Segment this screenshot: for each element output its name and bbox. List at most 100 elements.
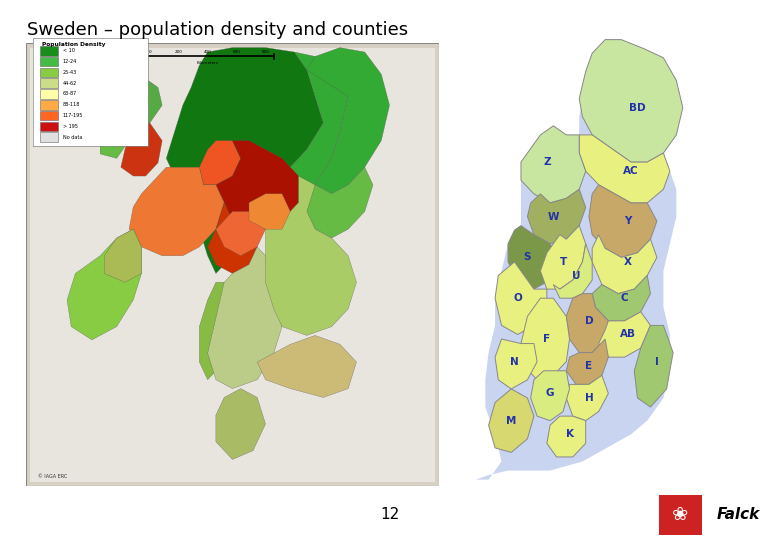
Polygon shape (257, 335, 356, 397)
Polygon shape (257, 176, 356, 335)
Text: W: W (90, 107, 97, 112)
Text: N: N (116, 75, 122, 79)
Polygon shape (495, 339, 537, 389)
Text: 12-24: 12-24 (62, 59, 77, 64)
Bar (40, 111, 58, 120)
Text: Z: Z (543, 157, 551, 167)
Polygon shape (592, 235, 657, 294)
Text: ❀: ❀ (672, 505, 689, 524)
Text: 0: 0 (148, 50, 151, 55)
Text: Sweden – population density and counties: Sweden – population density and counties (27, 21, 409, 38)
Polygon shape (216, 140, 299, 229)
Bar (40, 68, 58, 77)
Text: 117-195: 117-195 (62, 113, 83, 118)
Polygon shape (207, 247, 282, 389)
Polygon shape (580, 135, 670, 203)
Text: G: G (546, 388, 555, 399)
Polygon shape (566, 294, 608, 353)
Bar (40, 122, 58, 131)
Polygon shape (105, 229, 141, 282)
Text: Falck: Falck (717, 507, 760, 522)
Text: Kilometers: Kilometers (197, 61, 218, 65)
Polygon shape (307, 48, 389, 194)
Polygon shape (100, 123, 129, 158)
Text: 12: 12 (381, 507, 399, 522)
Text: 400: 400 (204, 50, 211, 55)
Polygon shape (566, 375, 608, 421)
Polygon shape (580, 39, 682, 162)
Text: E: E (585, 361, 593, 371)
FancyBboxPatch shape (26, 43, 439, 486)
Polygon shape (121, 123, 162, 176)
Text: AC: AC (623, 166, 639, 176)
Text: 800: 800 (261, 50, 269, 55)
Text: © IAGA ERC: © IAGA ERC (38, 474, 67, 480)
Bar (40, 46, 58, 56)
Polygon shape (216, 389, 265, 460)
Polygon shape (592, 275, 651, 321)
Text: D: D (585, 316, 594, 326)
Polygon shape (200, 140, 241, 185)
Polygon shape (216, 212, 265, 256)
FancyBboxPatch shape (659, 495, 702, 535)
Polygon shape (488, 389, 534, 453)
Text: I: I (655, 357, 659, 367)
Polygon shape (249, 194, 290, 229)
Polygon shape (589, 185, 657, 258)
Text: 88-118: 88-118 (62, 102, 80, 107)
Polygon shape (527, 190, 586, 244)
Text: M: M (506, 416, 516, 426)
Text: C: C (621, 293, 629, 303)
Text: S: S (117, 140, 121, 145)
Text: O: O (513, 293, 522, 303)
Polygon shape (470, 39, 682, 480)
Text: 200: 200 (175, 50, 183, 55)
Text: BD: BD (629, 103, 646, 113)
Text: K: K (566, 429, 573, 439)
Text: 25-43: 25-43 (62, 70, 77, 75)
FancyBboxPatch shape (30, 48, 435, 482)
Text: Y: Y (624, 216, 632, 226)
Bar (40, 132, 58, 142)
Text: 44-62: 44-62 (62, 80, 77, 86)
Bar (40, 89, 58, 99)
Text: T: T (559, 257, 566, 267)
Polygon shape (207, 202, 257, 273)
Text: AB: AB (620, 329, 636, 340)
Polygon shape (265, 52, 348, 212)
Text: > 195: > 195 (62, 124, 78, 129)
Text: No data: No data (62, 134, 82, 140)
Text: E: E (140, 107, 144, 112)
Polygon shape (125, 79, 162, 123)
Text: U: U (572, 271, 580, 280)
Polygon shape (599, 312, 651, 357)
Text: W: W (548, 212, 559, 221)
Text: Population Density: Population Density (42, 42, 105, 47)
Text: X: X (624, 257, 632, 267)
Polygon shape (521, 126, 586, 203)
Text: F: F (544, 334, 551, 344)
Polygon shape (521, 298, 569, 380)
Text: 600: 600 (232, 50, 240, 55)
Polygon shape (299, 167, 373, 238)
Polygon shape (547, 416, 586, 457)
Bar (40, 57, 58, 66)
Polygon shape (166, 48, 324, 273)
Text: N: N (510, 357, 519, 367)
Polygon shape (530, 371, 569, 421)
Polygon shape (200, 282, 249, 380)
Polygon shape (566, 339, 608, 384)
Text: 63-87: 63-87 (62, 91, 77, 97)
Polygon shape (129, 167, 224, 256)
Text: S: S (523, 252, 531, 262)
Bar (40, 78, 58, 88)
Text: H: H (584, 393, 594, 403)
Polygon shape (541, 226, 586, 289)
Polygon shape (67, 229, 141, 340)
Text: < 10: < 10 (62, 48, 75, 53)
Polygon shape (495, 262, 547, 334)
Bar (40, 100, 58, 110)
Polygon shape (508, 226, 560, 289)
Polygon shape (553, 244, 592, 298)
Polygon shape (634, 326, 673, 407)
